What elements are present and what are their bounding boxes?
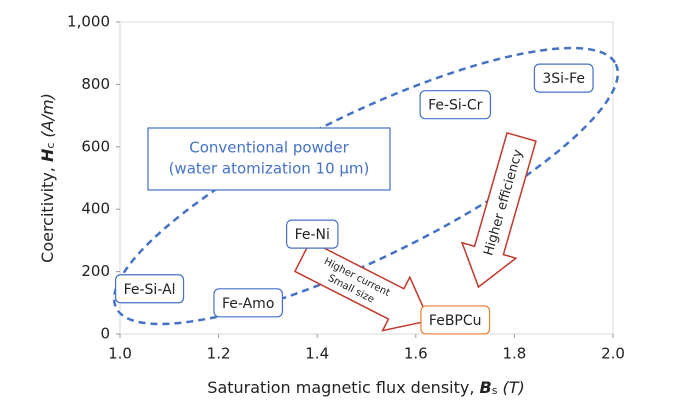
material-name: Fe-Si-Cr: [428, 98, 483, 114]
material-name: Fe-Amo: [222, 296, 274, 312]
y-tick-label: 200: [81, 262, 110, 280]
material-box: [419, 90, 491, 120]
x-label-subscript: s: [492, 384, 498, 397]
material-label: Fe-Si-Cr: [419, 90, 491, 120]
material-name: FeBPCu: [429, 313, 482, 329]
x-tick-label: 1.8: [502, 345, 526, 363]
material-box: [115, 274, 185, 304]
material-label: Fe-Ni: [286, 219, 339, 249]
efficiency-arrow: Higher efficiency: [460, 131, 537, 289]
y-label-symbol: H: [38, 148, 57, 162]
material-name: 3Si-Fe: [542, 71, 585, 87]
x-label-text: Saturation magnetic flux density,: [207, 378, 479, 397]
material-label: Fe-Si-Al: [115, 274, 185, 304]
y-tick-label: 0: [100, 325, 110, 343]
material-box: [286, 219, 339, 249]
material-name: Fe-Ni: [295, 227, 330, 243]
material-box: [420, 305, 491, 335]
y-axis-label: Coercitivity, Hc (A/m): [38, 93, 58, 263]
x-tick-label: 2.0: [601, 345, 625, 363]
material-label: 3Si-Fe: [533, 63, 594, 93]
x-axis-label: Saturation magnetic flux density, Bs (T): [207, 378, 524, 398]
x-label-symbol: B: [480, 378, 492, 397]
y-tick-label: 400: [81, 200, 110, 218]
y-label-unit: (A/m): [38, 93, 57, 137]
y-tick-label: 1,000: [67, 13, 110, 31]
conventional-ellipse: [112, 46, 620, 326]
conventional-box: Conventional powder (water atomization 1…: [147, 127, 391, 191]
x-tick-label: 1.0: [108, 345, 132, 363]
material-label: FeBPCu: [420, 305, 491, 335]
material-box: [533, 63, 594, 93]
annotation: (water atomization 10 µm): [169, 160, 370, 178]
y-tick-label: 800: [81, 75, 110, 93]
plot-area: [119, 21, 614, 335]
y-label-subscript: c: [44, 143, 57, 149]
y-label-text: Coercitivity,: [38, 162, 57, 263]
annotation: Conventional powder: [189, 139, 349, 157]
material-name: Fe-Si-Al: [124, 282, 176, 298]
x-tick-label: 1.4: [305, 345, 329, 363]
y-tick-label: 600: [81, 137, 110, 155]
x-label-unit: (T): [502, 378, 524, 397]
material-label: Fe-Amo: [213, 288, 283, 318]
x-tick-label: 1.2: [207, 345, 231, 363]
x-tick-label: 1.6: [404, 345, 428, 363]
material-box: [213, 288, 283, 318]
